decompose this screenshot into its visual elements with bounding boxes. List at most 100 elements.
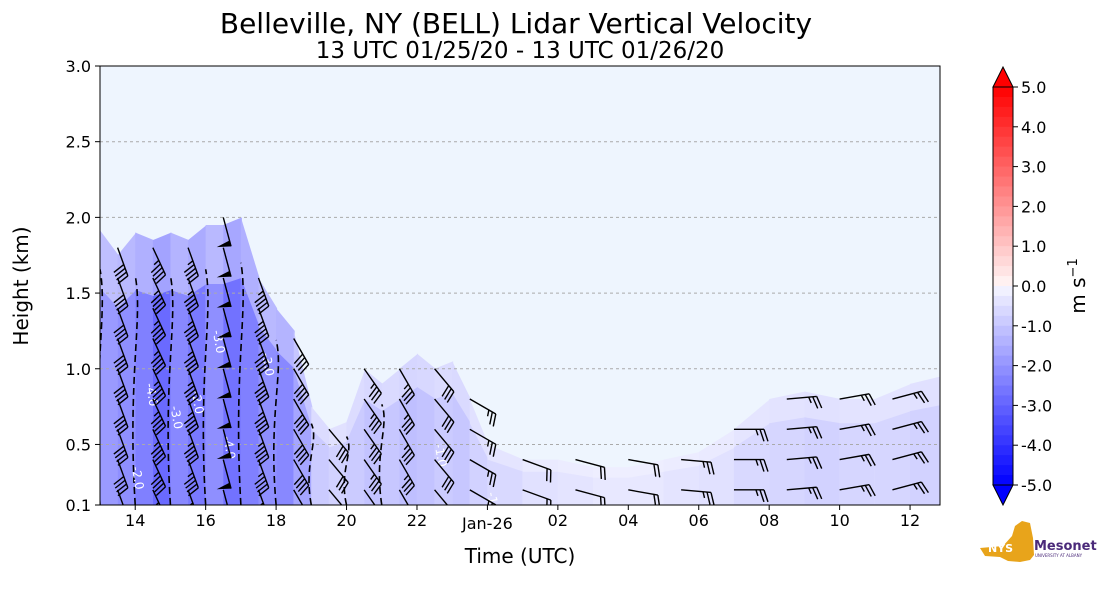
wind-barb-staff bbox=[257, 277, 270, 307]
wind-barb bbox=[150, 368, 167, 406]
wind-barb-full bbox=[255, 298, 267, 308]
wind-barb-full bbox=[868, 484, 876, 497]
x-tick-label: 18 bbox=[266, 511, 286, 530]
wind-barb-full bbox=[444, 448, 452, 461]
colorbar-segment bbox=[993, 87, 1013, 98]
wind-barb bbox=[628, 458, 661, 478]
wind-barb-staff bbox=[892, 390, 922, 400]
wind-barb-full bbox=[549, 500, 552, 505]
wind-barb-full bbox=[293, 414, 304, 425]
wind-barb-full bbox=[154, 300, 165, 311]
wind-barb-full bbox=[549, 469, 552, 483]
colorbar-segment bbox=[993, 355, 1013, 367]
wind-barb bbox=[398, 428, 415, 466]
velocity-column-core bbox=[276, 350, 295, 505]
wind-barb-half bbox=[860, 455, 865, 462]
wind-barb-full bbox=[864, 424, 872, 437]
wind-barb bbox=[328, 428, 349, 464]
wind-barb-half bbox=[370, 413, 376, 420]
wind-barb bbox=[183, 247, 199, 285]
wind-barb-half bbox=[755, 429, 759, 436]
colorbar-segment bbox=[993, 415, 1013, 426]
wind-barb-full bbox=[114, 479, 126, 489]
wind-barb-staff bbox=[522, 458, 552, 471]
wind-barb-staff bbox=[786, 425, 817, 431]
wind-barb bbox=[434, 459, 455, 494]
wind-barb bbox=[183, 368, 199, 406]
wind-barb-full bbox=[293, 444, 304, 455]
wind-barb-half bbox=[808, 427, 812, 434]
wind-barb-full bbox=[117, 275, 129, 285]
wind-barb-half bbox=[187, 351, 194, 357]
wind-barb-full bbox=[405, 424, 415, 435]
velocity-column-core bbox=[874, 411, 912, 505]
wind-barb-full bbox=[599, 466, 603, 479]
wind-barb-full bbox=[183, 415, 195, 425]
wind-barb bbox=[363, 368, 382, 404]
wind-barb-half bbox=[403, 414, 409, 420]
wind-barb-full bbox=[446, 391, 455, 403]
wind-barb-full bbox=[403, 451, 413, 462]
wind-barb bbox=[522, 458, 552, 483]
velocity-column-core bbox=[769, 417, 806, 505]
wind-barb-full bbox=[187, 366, 199, 376]
wind-barb-half bbox=[755, 459, 759, 466]
y-tick-label: 1.0 bbox=[66, 360, 91, 379]
wind-barb-full bbox=[152, 267, 163, 277]
wind-barb-staff bbox=[786, 486, 817, 491]
y-tick-label: 1.5 bbox=[66, 284, 91, 303]
contour-label: -3.0 bbox=[167, 405, 185, 430]
wind-barb bbox=[113, 429, 129, 466]
wind-barb bbox=[398, 489, 415, 505]
wind-barb-full bbox=[297, 421, 308, 432]
wind-barb-full bbox=[116, 271, 127, 281]
wind-barb-full bbox=[113, 264, 125, 273]
velocity-column-core bbox=[469, 423, 489, 505]
wind-barb-full bbox=[187, 487, 199, 497]
wind-barb-full bbox=[254, 324, 266, 334]
wind-barb-staff bbox=[434, 368, 455, 393]
wind-barb-full bbox=[444, 388, 452, 400]
wind-barb bbox=[786, 425, 823, 439]
wind-barb-full bbox=[489, 442, 494, 455]
wind-barb bbox=[222, 489, 232, 505]
wind-barb-full bbox=[916, 422, 926, 434]
colorbar-tick-label: -2.0 bbox=[1021, 357, 1052, 376]
wind-barb-staff bbox=[116, 247, 129, 277]
wind-barb-full bbox=[258, 487, 270, 497]
wind-barb-half bbox=[187, 260, 194, 266]
wind-barb bbox=[434, 489, 455, 505]
colorbar-segment bbox=[993, 186, 1013, 197]
wind-barb-full bbox=[152, 297, 163, 308]
wind-barb-full bbox=[403, 421, 413, 432]
wind-barb-staff bbox=[839, 483, 870, 491]
wind-barb bbox=[216, 429, 232, 460]
wind-barb-half bbox=[153, 259, 160, 266]
wind-barb-staff bbox=[575, 489, 605, 499]
wind-barb-staff bbox=[363, 459, 382, 485]
velocity-column-core bbox=[593, 477, 630, 505]
wind-barb-staff bbox=[892, 420, 922, 430]
x-tick-label: 12 bbox=[900, 511, 920, 530]
wind-barb-full bbox=[117, 456, 129, 466]
wind-barb-full bbox=[868, 393, 876, 406]
wind-barb-half bbox=[860, 394, 865, 402]
wind-barb-full bbox=[153, 513, 166, 522]
wind-barb-full bbox=[295, 387, 306, 398]
wind-barb-staff bbox=[328, 428, 349, 453]
velocity-column-core bbox=[416, 386, 436, 505]
wind-barb-full bbox=[299, 485, 310, 496]
wind-barb-full bbox=[920, 451, 929, 463]
wind-barb bbox=[150, 338, 167, 375]
velocity-column-core bbox=[452, 392, 471, 505]
wind-barb bbox=[150, 247, 167, 285]
wind-barb-full bbox=[154, 391, 165, 402]
wind-barb-full bbox=[441, 445, 450, 458]
wind-barb-flag bbox=[216, 240, 232, 248]
wind-barb-full bbox=[186, 271, 198, 281]
wind-barb-staff bbox=[522, 489, 552, 501]
colorbar-segment bbox=[993, 335, 1013, 347]
wind-barb-full bbox=[185, 419, 197, 429]
wind-barb-full bbox=[295, 478, 306, 489]
wind-barb-flag bbox=[216, 301, 232, 308]
